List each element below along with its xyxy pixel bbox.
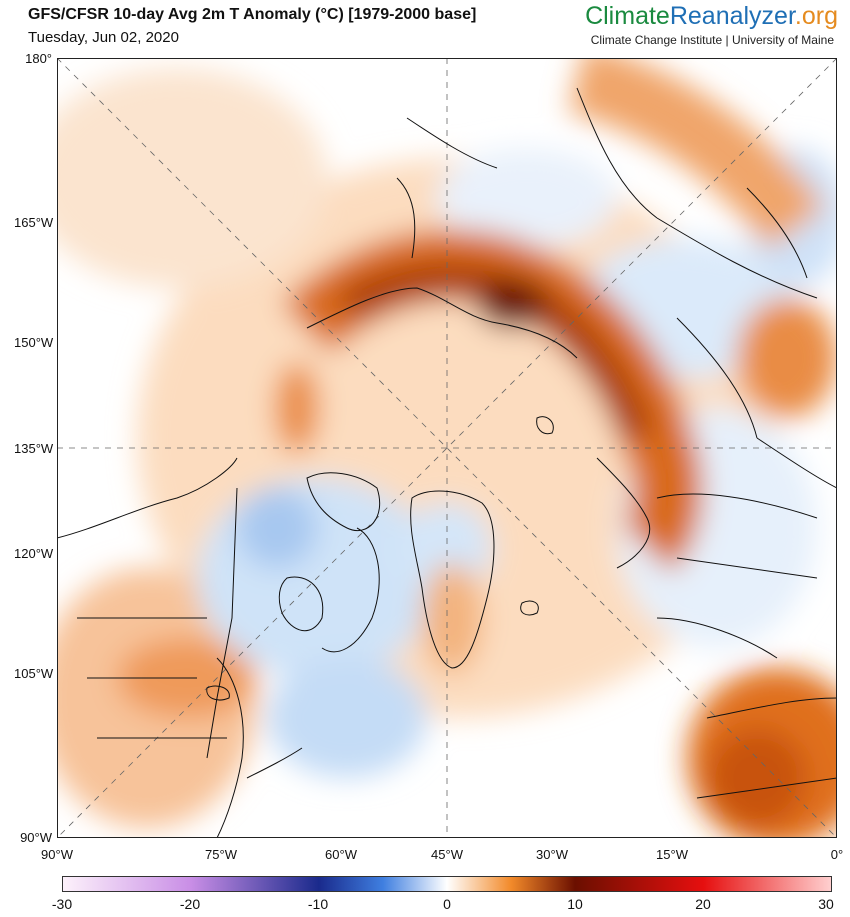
y-axis-label: 105°W	[14, 666, 54, 681]
y-axis-label: 180°	[25, 51, 52, 66]
x-axis-label: 15°W	[656, 847, 688, 862]
colorbar-tick: -10	[307, 896, 329, 912]
map-frame	[57, 58, 837, 838]
x-axis-label: 0°	[830, 847, 844, 862]
colorbar-tick: 10	[567, 896, 583, 912]
colorbar-tick: 20	[695, 896, 711, 912]
map-title: GFS/CFSR 10-day Avg 2m T Anomaly (°C) [1…	[28, 6, 477, 23]
colorbar-tick: 0	[443, 896, 451, 912]
colorbar-tick: 30	[818, 896, 834, 912]
anomaly-map	[57, 58, 837, 838]
y-axis-label: 150°W	[14, 335, 54, 350]
logo-part-climate: Climate	[585, 2, 670, 30]
x-axis-label: 90°W	[41, 847, 73, 862]
coastlines	[57, 87, 837, 838]
logo-part-org: .org	[794, 2, 838, 30]
logo-part-reanalyzer: Reanalyzer	[669, 2, 795, 30]
colorbar-tick: -30	[51, 896, 73, 912]
anomaly-field	[57, 58, 837, 838]
x-axis-label: 60°W	[325, 847, 357, 862]
affiliation-text: Climate Change Institute | University of…	[590, 33, 834, 47]
y-axis-label: 135°W	[14, 441, 54, 456]
x-axis-label: 45°W	[431, 847, 463, 862]
graticule	[57, 58, 837, 838]
x-axis-label: 30°W	[536, 847, 568, 862]
y-axis-label: 165°W	[14, 215, 54, 230]
x-axis-label: 75°W	[205, 847, 237, 862]
y-axis-label: 90°W	[20, 830, 52, 845]
colorbar	[62, 876, 832, 892]
site-logo[interactable]: ClimateReanalyzer.org	[585, 2, 838, 31]
map-date: Tuesday, Jun 02, 2020	[28, 29, 179, 46]
y-axis-label: 120°W	[14, 546, 54, 561]
colorbar-tick: -20	[179, 896, 201, 912]
